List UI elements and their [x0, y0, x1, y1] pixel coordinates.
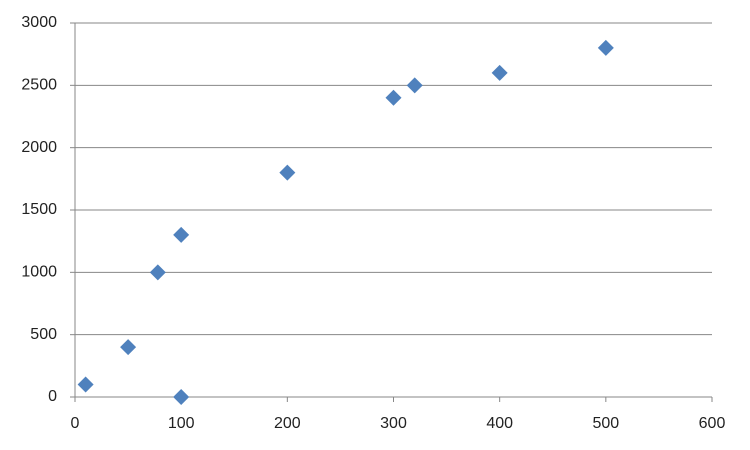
x-tick-label: 600 — [699, 415, 726, 432]
marker — [406, 77, 423, 94]
x-tick-label: 500 — [592, 415, 619, 432]
marker — [279, 164, 296, 181]
marker — [120, 339, 137, 356]
y-tick-label: 2500 — [21, 77, 57, 94]
y-tick-label: 1000 — [21, 264, 57, 281]
y-tick-label: 1500 — [21, 201, 57, 218]
marker — [77, 376, 94, 393]
y-tick-label: 3000 — [21, 14, 57, 31]
y-tick-label: 0 — [48, 388, 57, 405]
marker — [491, 64, 508, 81]
marker — [597, 39, 614, 56]
y-tick-label: 500 — [30, 326, 57, 343]
marker — [173, 226, 190, 243]
x-tick-label: 200 — [274, 415, 301, 432]
marker — [385, 89, 402, 106]
y-tick-label: 2000 — [21, 139, 57, 156]
x-tick-label: 300 — [380, 415, 407, 432]
marker — [173, 389, 190, 405]
marker — [149, 264, 166, 281]
x-tick-label: 400 — [486, 415, 513, 432]
x-tick-label: 0 — [71, 415, 80, 432]
x-tick-label: 100 — [168, 415, 195, 432]
